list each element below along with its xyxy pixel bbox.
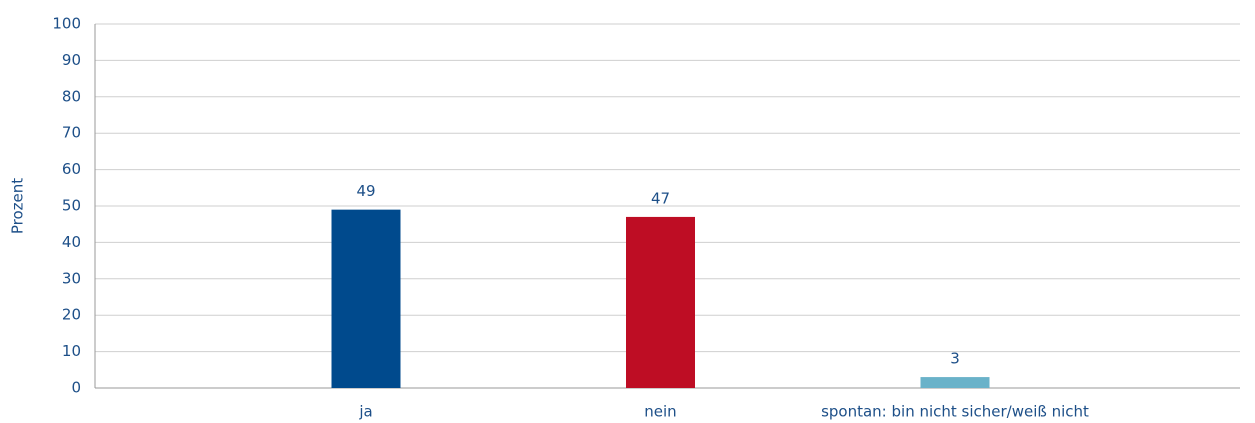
x-tick-label: spontan: bin nicht sicher/weiß nicht xyxy=(821,403,1089,421)
y-tick-label: 70 xyxy=(62,124,81,142)
x-tick-label: nein xyxy=(644,403,676,421)
x-tick-label: ja xyxy=(358,403,372,421)
y-tick-label: 80 xyxy=(62,87,81,105)
y-tick-label: 30 xyxy=(62,269,81,287)
y-tick-label: 90 xyxy=(62,51,81,69)
y-tick-label: 0 xyxy=(71,379,81,397)
value-label: 47 xyxy=(651,189,670,207)
y-tick-label: 40 xyxy=(62,233,81,251)
y-tick-label: 100 xyxy=(52,15,81,33)
bar xyxy=(626,216,695,388)
value-label: 3 xyxy=(950,350,960,368)
y-axis-label: Prozent xyxy=(9,178,27,234)
y-tick-label: 60 xyxy=(62,160,81,178)
value-label: 49 xyxy=(356,182,375,200)
y-tick-label: 20 xyxy=(62,306,81,324)
bar xyxy=(331,209,401,388)
y-tick-label: 50 xyxy=(62,197,81,215)
y-tick-label: 10 xyxy=(62,342,81,360)
bar xyxy=(920,377,990,388)
